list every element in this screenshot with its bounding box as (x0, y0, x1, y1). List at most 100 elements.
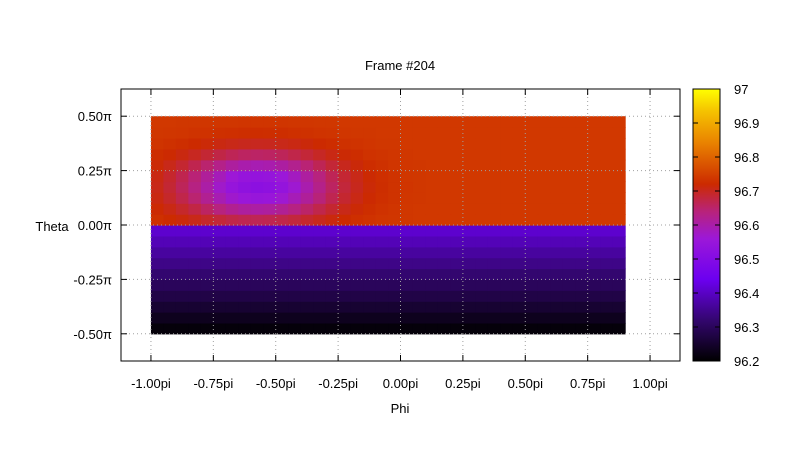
heatmap-cell (575, 279, 589, 291)
heatmap-cell (288, 116, 302, 128)
heatmap-cell (475, 225, 489, 237)
heatmap-cell (375, 322, 389, 335)
heatmap-cell (512, 246, 526, 259)
heatmap-cell (437, 181, 452, 193)
heatmap-cell (425, 170, 439, 183)
heatmap-cell (412, 181, 427, 193)
heatmap-cell (225, 257, 239, 270)
heatmap-cell (288, 203, 302, 215)
heatmap-cell (600, 312, 614, 324)
heatmap-cell (500, 246, 514, 259)
heatmap-cell (575, 181, 589, 193)
heatmap-cell (238, 148, 252, 161)
heatmap-cell (487, 116, 501, 128)
heatmap-cell (575, 257, 589, 270)
heatmap-cell (363, 170, 377, 183)
heatmap-cell (225, 137, 239, 150)
heatmap-cell (475, 322, 489, 335)
heatmap-cell (550, 322, 564, 335)
heatmap-cell (313, 268, 327, 280)
heatmap-cell (163, 170, 177, 183)
colorbar-tick-label: 96.5 (734, 252, 759, 267)
heatmap-cell (350, 225, 364, 237)
heatmap-cell (425, 127, 439, 139)
heatmap-cell (550, 312, 564, 324)
heatmap-cell (500, 268, 514, 280)
heatmap-cell (263, 214, 277, 226)
heatmap-cell (288, 159, 302, 172)
heatmap-cell (250, 170, 264, 183)
heatmap-cell (587, 268, 601, 280)
heatmap-cell (288, 127, 302, 139)
heatmap-cell (462, 170, 476, 183)
heatmap-cell (213, 235, 227, 248)
heatmap-cell (263, 257, 277, 270)
heatmap-cell (363, 192, 377, 204)
heatmap-cell (400, 170, 414, 183)
heatmap-cell (188, 301, 202, 313)
heatmap-cell (263, 159, 277, 172)
heatmap-cell (450, 246, 464, 259)
heatmap-cell (587, 301, 601, 313)
heatmap-cell (587, 257, 601, 270)
heatmap-cell (175, 203, 189, 215)
heatmap-cell (487, 268, 501, 280)
heatmap-cell (238, 257, 252, 270)
heatmap-cell (325, 246, 339, 259)
heatmap-cell (288, 170, 302, 183)
heatmap-cell (425, 322, 439, 335)
heatmap-cell (250, 225, 264, 237)
heatmap-cell (487, 225, 501, 237)
heatmap-cell (213, 225, 227, 237)
heatmap-cell (175, 214, 189, 226)
heatmap-cell (350, 214, 364, 226)
heatmap-cell (525, 148, 539, 161)
heatmap-cell (450, 214, 464, 226)
heatmap-cell (175, 181, 189, 193)
heatmap-cell (437, 127, 452, 139)
heatmap-cell (388, 192, 402, 204)
heatmap-cell (338, 225, 352, 237)
heatmap-cell (225, 279, 239, 291)
heatmap-cell (537, 148, 551, 161)
heatmap-cell (525, 301, 539, 313)
heatmap-cell (338, 257, 352, 270)
heatmap-cell (425, 192, 439, 204)
heatmap-cell (425, 235, 439, 248)
heatmap-cell (512, 170, 526, 183)
heatmap-cell (338, 301, 352, 313)
heatmap-cell (325, 290, 339, 302)
heatmap-cell (275, 148, 289, 161)
heatmap-cell (550, 246, 564, 259)
heatmap-cell (537, 235, 551, 248)
heatmap-cell (612, 301, 626, 313)
heatmap-cell (175, 290, 189, 302)
heatmap-cell (250, 181, 264, 193)
heatmap-cell (350, 137, 364, 150)
heatmap-cell (313, 301, 327, 313)
heatmap-cell (600, 170, 614, 183)
heatmap-cell (388, 137, 402, 150)
heatmap-cell (400, 116, 414, 128)
heatmap-cell (375, 301, 389, 313)
heatmap-cell (562, 203, 576, 215)
heatmap-cell (175, 148, 189, 161)
heatmap-cell (587, 225, 601, 237)
heatmap-cell (275, 290, 289, 302)
heatmap-cell (550, 225, 564, 237)
heatmap-cell (250, 137, 264, 150)
heatmap-cell (388, 203, 402, 215)
heatmap-cell (150, 322, 165, 335)
heatmap-cell (575, 214, 589, 226)
heatmap-cell (300, 148, 314, 161)
heatmap-cell (388, 322, 402, 335)
heatmap-cell (425, 181, 439, 193)
heatmap-cell (537, 246, 551, 259)
heatmap-cell (412, 257, 427, 270)
heatmap-cell (175, 159, 189, 172)
heatmap-cell (313, 312, 327, 324)
heatmap-cell (325, 322, 339, 335)
heatmap-cell (462, 279, 476, 291)
heatmap-cell (225, 203, 239, 215)
heatmap-cell (338, 203, 352, 215)
